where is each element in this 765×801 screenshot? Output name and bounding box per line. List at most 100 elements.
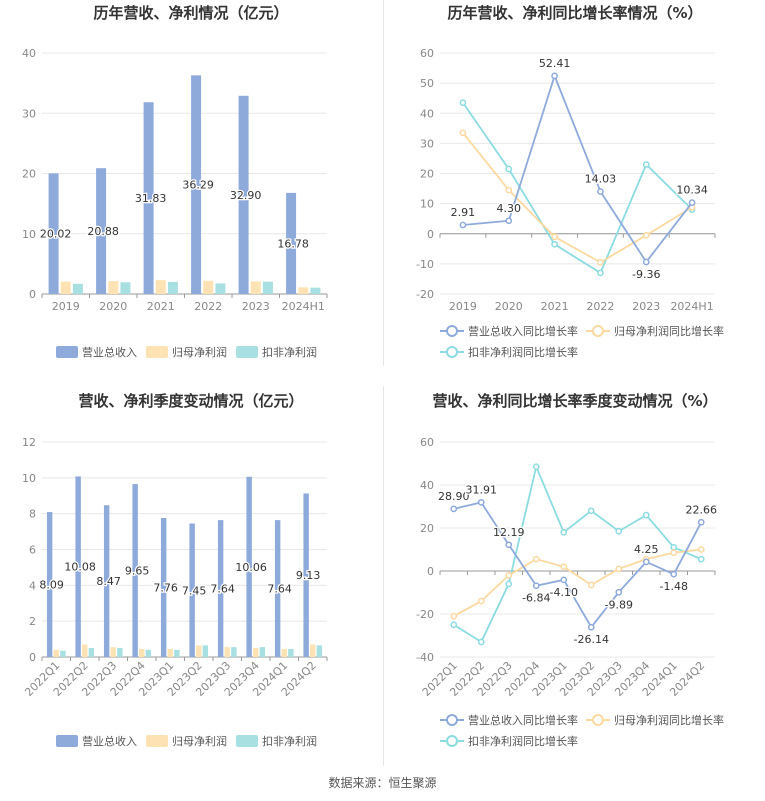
quarterly-line-legend-label: 扣非净利润同比增长率	[468, 734, 578, 748]
quarterly-bar-data-label: 10.08	[64, 561, 96, 574]
annual-line-xtick-label: 2020	[495, 300, 523, 313]
annual-line-ytick-label: -10	[416, 258, 434, 271]
quarterly-line-point	[615, 588, 623, 596]
annual-bar-xtick-label: 2023	[242, 300, 270, 313]
annual-bar-xtick-label: 2024H1	[282, 300, 325, 313]
quarterly-line-point	[670, 570, 678, 578]
quarterly-bar-legend-swatch	[56, 735, 78, 747]
quarterly-bar-bar-net-profit	[53, 649, 59, 657]
quarterly-line-line-revenue	[453, 501, 703, 629]
quarterly-bar-bar-net-profit	[110, 647, 116, 657]
quarterly-line-point	[615, 527, 623, 535]
annual-bar-xtick-label: 2022	[194, 300, 222, 313]
quarterly-bar-data-label: 7.64	[267, 583, 292, 596]
quarterly-bar-data-label: 8.09	[39, 579, 64, 592]
annual-line-point	[459, 99, 467, 107]
annual-bar-xtick-label: 2020	[99, 300, 127, 313]
annual-bar-bar-revenue	[191, 75, 202, 294]
quarterly-line-line-net-profit	[453, 548, 702, 617]
annual-bar-bar-revenue	[143, 102, 154, 295]
annual-bar-legend-label: 扣非净利润	[262, 345, 317, 359]
quarterly-bar-bar-revenue	[75, 476, 81, 657]
quarterly-bar-bar-deducted-profit	[202, 645, 209, 657]
annual-bar-data-label: 20.02	[40, 228, 72, 241]
quarterly-bar-bar-revenue	[274, 520, 281, 657]
annual-line-data-label: 14.03	[585, 172, 617, 185]
quarterly-line-point	[560, 528, 568, 536]
quarterly-bar-ytick-label: 12	[22, 436, 36, 449]
annual-bar-bar-revenue	[96, 168, 107, 294]
annual-line-ytick-label: -20	[416, 288, 434, 301]
quarterly-bar-ytick-label: 10	[22, 472, 36, 485]
quarterly-line-point	[477, 638, 485, 646]
quarterly-bar-data-label: 7.76	[153, 581, 178, 594]
quarterly-line-point	[450, 621, 458, 629]
quarterly-bar-bar-revenue	[160, 517, 167, 657]
quarterly-bar-bar-deducted-profit	[145, 649, 152, 657]
annual-line-ytick-label: 40	[420, 107, 434, 120]
quarterly-bar-legend-swatch	[236, 735, 258, 747]
quarterly-bar-bar-revenue	[132, 484, 138, 657]
quarterly-line-line-deducted-profit	[453, 463, 702, 644]
annual-line-data-label: 52.41	[539, 57, 571, 70]
quarterly-line-point	[477, 597, 485, 605]
quarterly-line-point	[670, 549, 678, 557]
quarterly-line-legend-label: 营业总收入同比增长率	[468, 713, 578, 727]
quarterly-bar-bar-revenue	[103, 505, 110, 657]
quarterly-line-point	[450, 612, 458, 620]
quarterly-line-data-label: 31.91	[466, 483, 498, 496]
annual-bar-legend-label: 营业总收入	[82, 345, 137, 359]
quarterly-line-point	[670, 544, 678, 551]
quarterly-bar-bar-net-profit	[139, 648, 145, 657]
quarterly-bar-data-label: 10.06	[235, 561, 267, 574]
annual-line-point	[551, 233, 558, 241]
quarterly-line-point	[642, 511, 650, 519]
quarterly-bar-title: 营收、净利季度变动情况（亿元）	[78, 392, 303, 410]
quarterly-line-point	[697, 546, 705, 553]
quarterly-bar-legend-label: 归母净利润	[172, 734, 227, 748]
annual-line-point	[688, 199, 696, 206]
annual-bar-data-label: 16.78	[277, 237, 309, 250]
annual-line-xtick-label: 2019	[449, 300, 477, 313]
quarterly-bar-legend-label: 营业总收入	[82, 734, 137, 748]
annual-line-data-label: 2.91	[451, 206, 476, 219]
annual-line-legend-marker	[446, 325, 458, 337]
annual-bar-legend-swatch	[56, 346, 78, 358]
annual-line-line-revenue	[462, 73, 693, 264]
annual-line-point	[551, 240, 558, 248]
annual-line-point	[459, 221, 467, 229]
quarterly-line-legend-label: 归母净利润同比增长率	[614, 713, 724, 727]
quarterly-line-ytick-label: -40	[416, 651, 434, 664]
annual-line-ytick-label: 20	[420, 168, 434, 181]
annual-line-point	[597, 259, 604, 266]
annual-line-ytick-label: 30	[420, 137, 434, 150]
quarterly-bar-bar-revenue	[217, 520, 224, 657]
quarterly-bar-bar-net-profit	[82, 644, 88, 657]
annual-line-legend-marker	[446, 346, 458, 358]
quarterly-line-point	[587, 623, 595, 631]
quarterly-bar-bar-deducted-profit	[259, 647, 266, 657]
quarterly-bar-legend-swatch	[146, 735, 168, 747]
quarterly-line-point	[587, 581, 595, 589]
vertical-divider-top	[383, 0, 384, 366]
annual-bar-bar-net-profit	[155, 280, 166, 294]
quarterly-bar-data-label: 8.47	[96, 575, 121, 588]
annual-line-data-label: 10.34	[676, 184, 708, 197]
quarterly-line-data-label: -9.89	[605, 598, 633, 611]
quarterly-line-point	[587, 507, 595, 515]
quarterly-line-legend-marker	[446, 735, 458, 747]
annual-bar-xtick-label: 2021	[147, 300, 175, 313]
quarterly-bar-bar-deducted-profit	[231, 647, 237, 657]
quarterly-line-point	[642, 558, 650, 566]
annual-bar-data-label: 36.29	[182, 179, 214, 192]
quarterly-bar-bar-deducted-profit	[88, 648, 95, 657]
annual-bar-bar-revenue	[286, 192, 297, 294]
annual-bar-bar-revenue	[238, 95, 249, 294]
annual-bar-data-label: 32.90	[230, 189, 262, 202]
quarterly-line-ytick-label: 0	[427, 565, 434, 578]
quarterly-line-data-label: -26.14	[574, 633, 609, 646]
annual-line-chart: 历年营收、净利同比增长率情况（%） -20 -10 0 10 20 30 40 50 60 2019…	[416, 4, 724, 359]
annual-line-point	[505, 186, 513, 194]
quarterly-bar-bar-net-profit	[224, 647, 230, 657]
annual-bar-bar-net-profit	[60, 281, 71, 294]
